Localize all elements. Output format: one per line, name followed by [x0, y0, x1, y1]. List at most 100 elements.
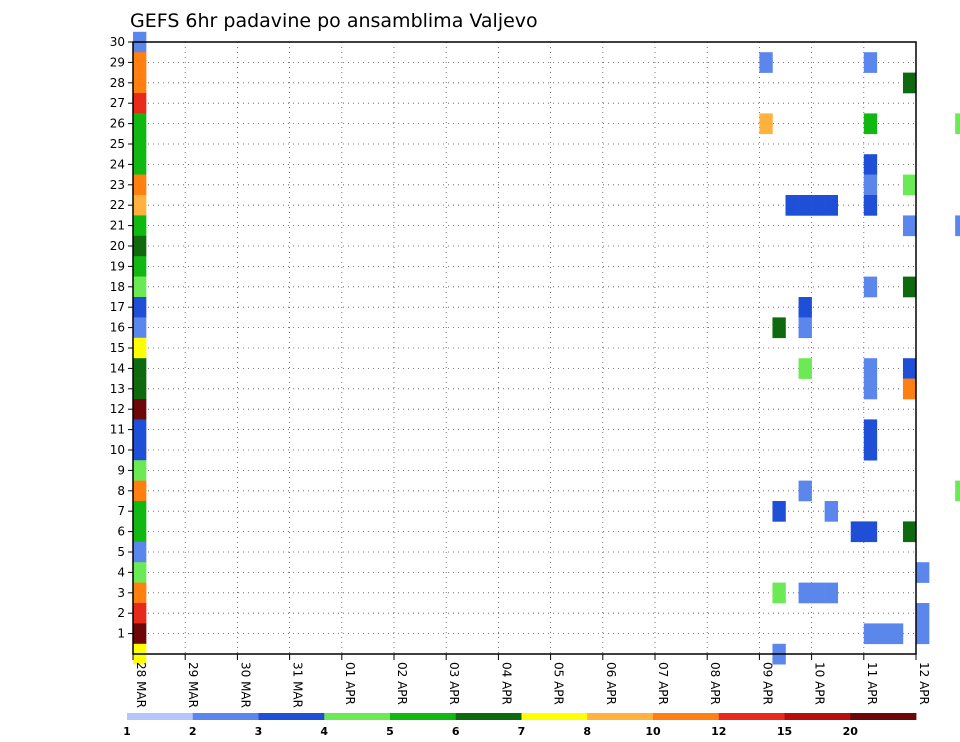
- y-tick-label: 10: [110, 443, 125, 457]
- heatmap-cell: [811, 195, 825, 216]
- heatmap-cell: [772, 582, 786, 604]
- x-tick-label: 30 MAR: [238, 662, 252, 708]
- y-tick-label: 20: [110, 239, 125, 253]
- heatmap-cell: [916, 603, 930, 624]
- heatmap-cell: [863, 439, 878, 461]
- heatmap-cell: [133, 480, 147, 502]
- y-tick-label: 21: [110, 219, 125, 233]
- heatmap-cell: [955, 480, 960, 502]
- y-tick-label: 7: [117, 504, 125, 518]
- y-tick-label: 17: [110, 300, 125, 314]
- colorbar-label: 6: [452, 725, 460, 738]
- heatmap-cell: [133, 317, 147, 339]
- heatmap-cell: [863, 174, 878, 196]
- colorbar: 1 2 3 4 5 6 7 8 10 12 15 20: [123, 713, 917, 738]
- y-tick-label: 1: [117, 627, 125, 641]
- x-tick-label: 29 MAR: [186, 662, 200, 708]
- y-tick-label: 14: [110, 361, 125, 375]
- heatmap-cell: [133, 541, 147, 563]
- colorbar-label: 2: [189, 725, 197, 738]
- heatmap-cell: [133, 582, 147, 604]
- heatmap-cell: [850, 521, 865, 543]
- heatmap-cell: [876, 623, 891, 645]
- heatmap-cell: [902, 276, 917, 298]
- colorbar-label: 4: [320, 725, 328, 738]
- heatmap-cell: [916, 562, 930, 583]
- heatmap-cell: [133, 297, 147, 318]
- heatmap-cell: [798, 480, 812, 502]
- heatmap-cell: [133, 501, 147, 522]
- colorbar-label: 3: [255, 725, 263, 738]
- x-tick-label: 08 APR: [708, 662, 722, 705]
- heatmap-cell: [133, 358, 147, 379]
- x-axis-ticks: 28 MAR 29 MAR 30 MAR 31 MAR 01 APR 02 APR 03 A…: [132, 654, 931, 708]
- heatmap-cell: [133, 154, 147, 175]
- heatmap-cell: [133, 52, 147, 73]
- y-tick-label: 18: [110, 280, 125, 294]
- heatmap-cell: [863, 154, 878, 175]
- heatmap-cell: [902, 358, 917, 379]
- colorbar-segment: [587, 713, 654, 720]
- heatmap-cell: [798, 297, 812, 318]
- colorbar-segment: [192, 713, 259, 720]
- heatmap-cell: [863, 623, 878, 645]
- heatmap-cell: [133, 419, 147, 441]
- colorbar-segment: [455, 713, 522, 720]
- colorbar-label: 10: [645, 725, 661, 738]
- heatmap-cell: [133, 235, 147, 257]
- colorbar-segment: [850, 713, 917, 720]
- heatmap-cell: [133, 337, 147, 359]
- heatmap-cell: [133, 174, 147, 196]
- colorbar-segment: [324, 713, 391, 720]
- x-tick-label: 11 APR: [865, 662, 879, 705]
- x-tick-label: 28 MAR: [134, 662, 148, 708]
- x-tick-label: 01 APR: [343, 662, 357, 705]
- x-tick-label: 07 APR: [656, 662, 670, 705]
- colorbar-label: 1: [123, 725, 131, 738]
- y-tick-label: 22: [110, 198, 125, 212]
- x-tick-label: 05 APR: [552, 662, 566, 705]
- x-tick-label: 03 APR: [447, 662, 461, 705]
- heatmap-cell: [133, 399, 147, 420]
- y-tick-label: 15: [110, 341, 125, 355]
- y-tick-label: 11: [110, 423, 125, 437]
- y-tick-label: 30: [110, 35, 125, 49]
- heatmap-cell: [863, 358, 878, 379]
- heatmap-cell: [133, 378, 147, 400]
- y-tick-label: 25: [110, 137, 125, 151]
- heatmap-cell: [863, 276, 878, 298]
- heatmap-cell: [824, 501, 838, 522]
- y-tick-label: 13: [110, 382, 125, 396]
- heatmap-cell: [798, 582, 812, 604]
- heatmap-cell: [955, 215, 960, 237]
- heatmap-cell: [811, 582, 825, 604]
- heatmap-cell: [824, 582, 838, 604]
- y-tick-label: 9: [117, 463, 125, 477]
- heatmap-cell: [798, 358, 812, 379]
- y-tick-label: 16: [110, 321, 125, 335]
- heatmap-cell: [759, 113, 773, 135]
- colorbar-label: 12: [711, 725, 726, 738]
- heatmap-cell: [902, 72, 917, 94]
- heatmap-cell: [133, 133, 147, 155]
- heatmap-cell: [902, 521, 917, 543]
- heatmap-cell: [889, 623, 904, 645]
- heatmap-cell: [133, 256, 147, 277]
- heatmap-cell: [824, 195, 838, 216]
- y-tick-label: 6: [117, 525, 125, 539]
- heatmap-cell: [785, 195, 799, 216]
- x-tick-label: 10 APR: [813, 662, 827, 705]
- heatmap-cell: [863, 419, 878, 441]
- colorbar-label: 7: [518, 725, 526, 738]
- colorbar-label: 8: [583, 725, 591, 738]
- heatmap-cell: [863, 521, 878, 543]
- colorbar-segment: [653, 713, 720, 720]
- heatmap-cell: [133, 195, 147, 216]
- y-tick-label: 26: [110, 117, 125, 131]
- y-tick-label: 2: [117, 606, 125, 620]
- heatmap-cell: [772, 501, 786, 522]
- heatmap-cell: [916, 623, 930, 645]
- x-tick-label: 31 MAR: [291, 662, 305, 708]
- heatmap-cell: [863, 52, 878, 73]
